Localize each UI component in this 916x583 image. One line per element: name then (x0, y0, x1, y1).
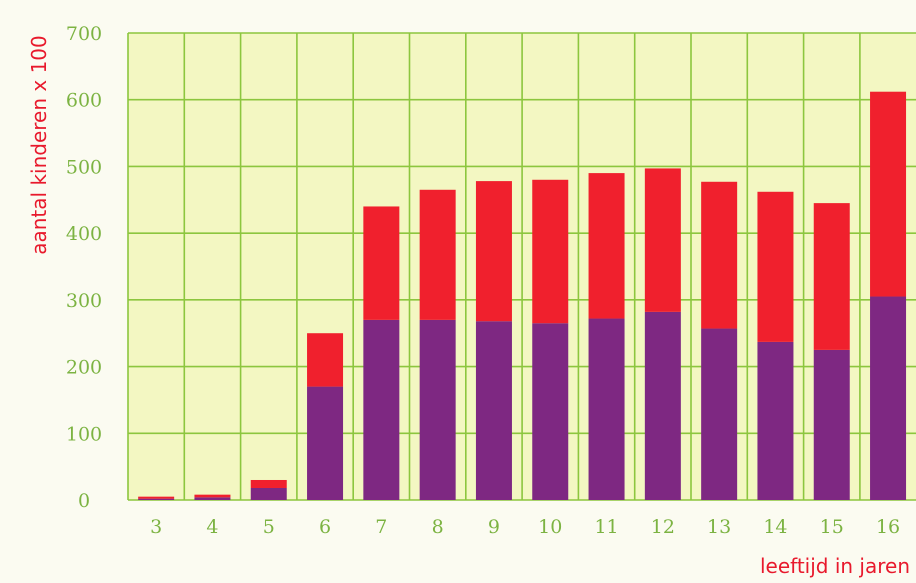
y-tick-labels: 0 100 200 300 400 500 600 700 (66, 23, 102, 512)
y-tick-label: 700 (66, 23, 102, 45)
bar-8-top (419, 189, 456, 320)
bar-16-top (870, 91, 907, 297)
bar-7-bottom (363, 319, 400, 500)
x-tick-label: 15 (820, 516, 844, 538)
bar-13-bottom (701, 328, 738, 500)
bar-3-top (138, 496, 175, 499)
y-tick-label: 200 (66, 357, 102, 379)
bar-14-bottom (757, 341, 794, 500)
bar-11-top (588, 173, 625, 319)
x-tick-label: 5 (263, 516, 275, 538)
bar-12-bottom (644, 311, 681, 500)
bar-15-top (813, 203, 850, 350)
bars (138, 91, 907, 500)
bar-6-bottom (307, 386, 344, 500)
bar-9-bottom (475, 321, 512, 500)
x-tick-label: 3 (150, 516, 162, 538)
bar-10-top (532, 179, 569, 324)
bar-8-bottom (419, 319, 456, 500)
x-tick-label: 14 (763, 516, 787, 538)
y-tick-label: 500 (66, 156, 102, 178)
x-tick-label: 4 (206, 516, 218, 538)
bar-9-top (475, 181, 512, 322)
y-tick-label: 300 (66, 290, 102, 312)
x-tick-labels: 3 4 5 6 7 8 9 10 11 12 13 14 15 16 (150, 516, 900, 538)
x-tick-label: 13 (707, 516, 731, 538)
x-tick-label: 6 (319, 516, 331, 538)
bar-4-bottom (194, 497, 231, 500)
bar-12-top (644, 168, 681, 312)
x-tick-label: 9 (488, 516, 500, 538)
x-tick-label: 10 (538, 516, 562, 538)
bar-7-top (363, 206, 400, 320)
x-tick-label: 7 (375, 516, 387, 538)
bar-5-top (250, 479, 287, 488)
x-tick-label: 8 (432, 516, 444, 538)
bar-13-top (701, 181, 738, 329)
y-axis-label: aantal kinderen x 100 (27, 35, 51, 255)
bar-16-bottom (870, 296, 907, 500)
x-tick-label: 16 (876, 516, 900, 538)
y-tick-label: 0 (78, 490, 90, 512)
x-tick-label: 12 (651, 516, 675, 538)
bar-4-top (194, 494, 231, 498)
x-axis-label: leeftijd in jaren (760, 554, 910, 578)
y-tick-label: 100 (66, 423, 102, 445)
bar-14-top (757, 191, 794, 342)
bar-15-bottom (813, 349, 850, 500)
bar-11-bottom (588, 318, 625, 500)
bar-6-top (307, 333, 344, 387)
y-tick-label: 600 (66, 90, 102, 112)
bar-10-bottom (532, 323, 569, 500)
x-tick-label: 11 (594, 516, 618, 538)
bar-3-bottom (138, 498, 175, 500)
y-tick-label: 400 (66, 223, 102, 245)
bar-5-bottom (250, 487, 287, 500)
